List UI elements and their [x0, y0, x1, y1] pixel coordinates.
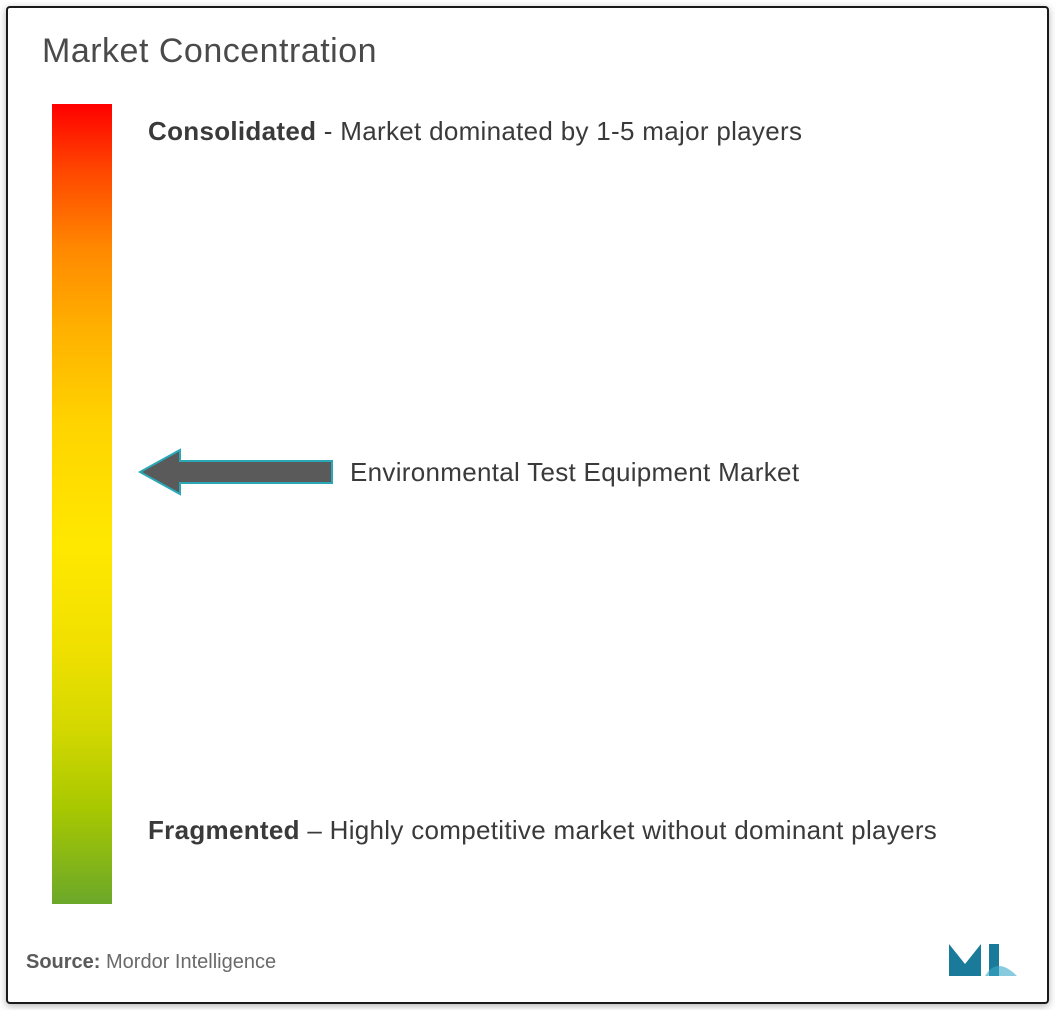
fragmented-rest: – Highly competitive market without domi… [300, 815, 937, 845]
concentration-scale-bar [52, 104, 112, 904]
chart-title: Market Concentration [42, 32, 377, 71]
source-rest: Mordor Intelligence [100, 951, 276, 973]
market-name-label: Environmental Test Equipment Market [350, 457, 799, 488]
consolidated-rest: - Market dominated by 1-5 major players [316, 116, 802, 146]
consolidated-bold: Consolidated [148, 116, 316, 146]
fragmented-label: Fragmented – Highly competitive market w… [148, 804, 968, 856]
arrow-left-icon [136, 444, 336, 500]
market-marker-row: Environmental Test Equipment Market [136, 444, 799, 500]
source-bold: Source: [26, 951, 100, 973]
infographic-card: Market Concentration Consolidated - Mark… [6, 6, 1049, 1004]
fragmented-bold: Fragmented [148, 815, 300, 845]
mordor-logo-icon [947, 936, 1019, 980]
source-attribution: Source: Mordor Intelligence [26, 951, 276, 974]
logo-m-shape [949, 944, 981, 976]
consolidated-label: Consolidated - Market dominated by 1-5 m… [148, 116, 802, 147]
